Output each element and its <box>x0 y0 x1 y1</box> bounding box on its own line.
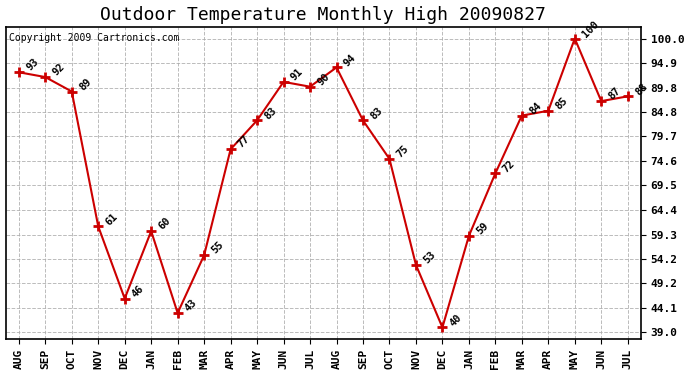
Text: 75: 75 <box>395 144 411 159</box>
Text: 40: 40 <box>448 312 464 328</box>
Text: 46: 46 <box>130 283 146 299</box>
Text: 84: 84 <box>527 100 543 116</box>
Text: 92: 92 <box>51 62 67 78</box>
Text: 83: 83 <box>263 105 279 121</box>
Text: 100: 100 <box>580 19 601 39</box>
Text: 93: 93 <box>24 57 40 73</box>
Text: 53: 53 <box>422 249 437 266</box>
Text: 85: 85 <box>554 96 570 111</box>
Text: 87: 87 <box>607 86 622 102</box>
Text: 83: 83 <box>368 105 384 121</box>
Text: 88: 88 <box>633 81 649 97</box>
Text: 90: 90 <box>315 71 331 87</box>
Text: 94: 94 <box>342 52 358 68</box>
Text: Copyright 2009 Cartronics.com: Copyright 2009 Cartronics.com <box>9 33 179 43</box>
Text: 60: 60 <box>157 216 172 232</box>
Title: Outdoor Temperature Monthly High 20090827: Outdoor Temperature Monthly High 2009082… <box>100 6 546 24</box>
Text: 72: 72 <box>501 158 517 174</box>
Text: 91: 91 <box>289 67 305 82</box>
Text: 59: 59 <box>475 220 491 237</box>
Text: 77: 77 <box>236 134 252 150</box>
Text: 89: 89 <box>77 76 93 92</box>
Text: 55: 55 <box>210 240 226 256</box>
Text: 61: 61 <box>104 211 119 227</box>
Text: 43: 43 <box>184 298 199 314</box>
